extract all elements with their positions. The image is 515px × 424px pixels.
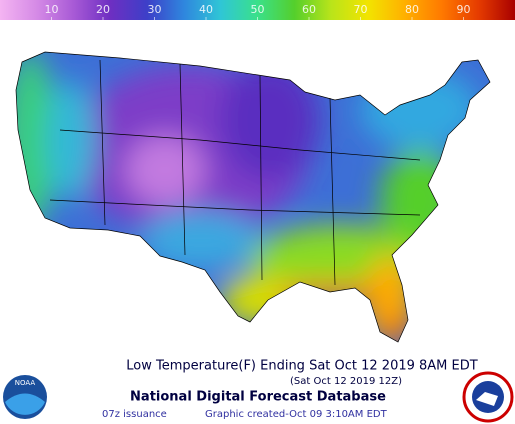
- valid-time: (Sat Oct 12 2019 12Z): [290, 376, 402, 387]
- colorbar-label: 60: [302, 3, 316, 16]
- colorbar-label: 70: [354, 3, 368, 16]
- database-name: National Digital Forecast Database: [130, 390, 386, 405]
- temperature-field: [16, 52, 490, 342]
- issuance: 07z issuance: [102, 409, 167, 420]
- map-title: Low Temperature(F) Ending Sat Oct 12 201…: [126, 359, 477, 374]
- colorbar-label: 40: [199, 3, 213, 16]
- colorbar-label: 10: [45, 3, 59, 16]
- noaa-logo: NOAA: [3, 375, 47, 419]
- colorbar-label: 50: [251, 3, 265, 16]
- colorbar-label: 80: [405, 3, 419, 16]
- colorbar-label: 90: [457, 3, 471, 16]
- created-time: Graphic created-Oct 09 3:10AM EDT: [205, 409, 388, 420]
- noaa-text: NOAA: [15, 379, 36, 387]
- colorbar: [0, 0, 515, 20]
- colorbar-label: 20: [96, 3, 110, 16]
- state-borders: [15, 51, 491, 343]
- colorbar-label: 30: [148, 3, 162, 16]
- nws-logo: [462, 371, 514, 423]
